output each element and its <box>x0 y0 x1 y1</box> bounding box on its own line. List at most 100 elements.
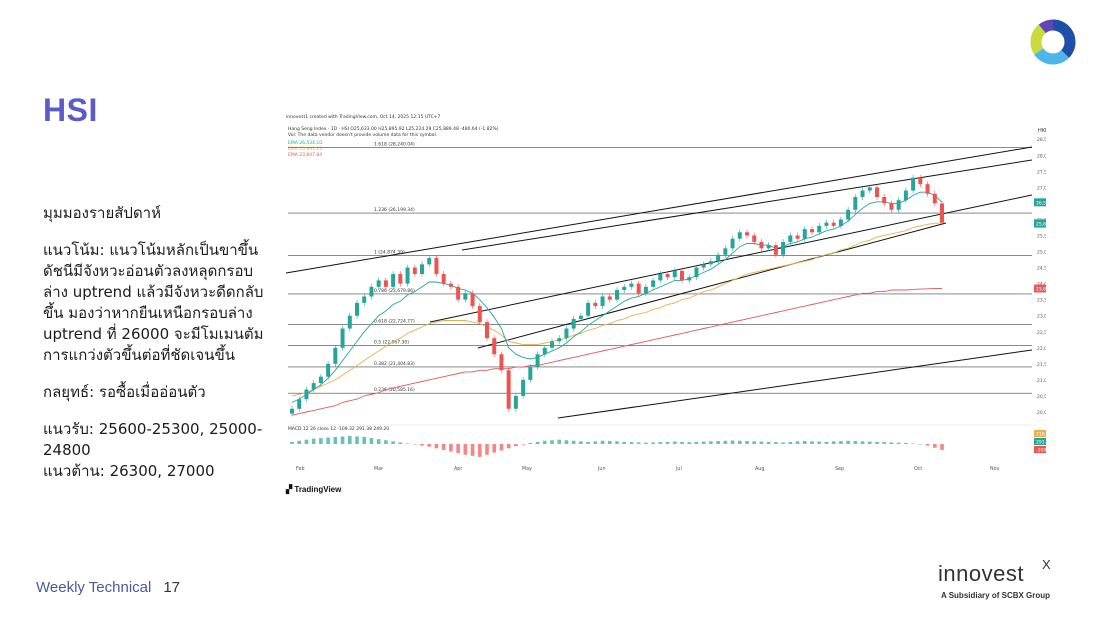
y-tick-label: 21,500.00 <box>1037 362 1046 368</box>
candle-body <box>311 383 316 390</box>
candle-body <box>636 283 641 294</box>
trendline-mid <box>461 159 1033 251</box>
candle-body <box>557 338 562 342</box>
slide-title: HSI <box>43 92 98 128</box>
candle-body <box>456 286 461 300</box>
ema-slow-line <box>291 288 943 416</box>
candle-body <box>586 302 591 316</box>
macd-badge-bg <box>1034 438 1046 445</box>
macd-bar <box>463 444 468 455</box>
candle-body <box>745 232 749 236</box>
macd-bar <box>586 441 590 444</box>
candle-body <box>643 286 648 294</box>
candle-body <box>441 274 446 284</box>
macd-bar <box>629 442 634 444</box>
macd-bar <box>860 441 865 444</box>
ema-mid-line <box>291 222 943 397</box>
candle-body <box>412 267 417 274</box>
macd-bar <box>781 442 785 444</box>
macd-bar <box>607 441 612 444</box>
macd-bar <box>326 437 330 444</box>
candle-body <box>398 274 403 284</box>
macd-bar <box>672 441 677 444</box>
candle-body <box>593 302 598 307</box>
macd-bar <box>774 442 778 444</box>
candle-body <box>513 395 518 409</box>
candle-body <box>665 274 670 278</box>
candle-body <box>658 274 663 281</box>
footer: Weekly Technical 17 <box>36 579 180 596</box>
candle-body <box>318 376 323 384</box>
y-tick-label: 25,000.00 <box>1037 250 1046 256</box>
macd-bar <box>319 438 323 444</box>
fib-label: 1 (24,874.39) <box>374 250 405 256</box>
macd-bar <box>940 444 944 450</box>
candle-body <box>405 267 410 284</box>
macd-badge-bg <box>1034 430 1046 437</box>
candle-body <box>304 389 309 400</box>
macd-bar <box>506 444 511 449</box>
hsi-chart: innovest1 created with TradingView.com, … <box>282 110 1046 496</box>
chart-legend: Hang Seng Index · 1D · HSI O25,633.00 H2… <box>288 126 499 132</box>
candle-body <box>506 370 511 409</box>
macd-badge-bg <box>1034 446 1046 453</box>
macd-bar <box>904 442 908 444</box>
candle-body <box>485 322 489 339</box>
candle-body <box>470 293 475 307</box>
candle-body <box>802 229 807 239</box>
candle-body <box>687 277 692 281</box>
macd-bar <box>846 440 850 444</box>
innovest-logo: innovest X A Subsidiary of SCBX Group <box>938 557 1058 605</box>
candle-body <box>708 261 713 265</box>
tradingview-logo: ▞ TradingView <box>286 485 341 494</box>
candle-body <box>622 286 627 291</box>
y-tick-label: 23,500.00 <box>1037 298 1046 304</box>
candle-body <box>333 347 338 364</box>
macd-badge: 291.38 <box>1036 440 1046 446</box>
macd-bar <box>492 444 497 453</box>
macd-label: MACD 12 26 close 12 -109.32 291.38 249.2… <box>288 426 389 432</box>
candle-body <box>383 280 388 287</box>
macd-bar <box>839 441 843 444</box>
candle-body <box>766 245 771 249</box>
macd-bar <box>925 444 930 446</box>
candle-body <box>391 274 396 287</box>
x-tick-label: Sep <box>835 466 844 472</box>
tradingview-mark-icon: ▞ <box>286 485 295 494</box>
macd-bar <box>542 440 547 444</box>
macd-bar <box>694 441 699 444</box>
candle-body <box>550 341 554 348</box>
candle-body <box>499 354 504 371</box>
macd-bar <box>730 440 735 444</box>
support-text: แนวรับ: 25600-25300, 25000-24800 <box>43 420 263 459</box>
macd-bar <box>665 441 670 444</box>
chart-header: innovest1 created with TradingView.com, … <box>286 114 441 120</box>
candle-body <box>680 270 684 281</box>
candle-body <box>737 232 742 239</box>
candle-body <box>831 222 836 226</box>
candle-body <box>651 280 656 287</box>
macd-bar <box>405 443 410 444</box>
macd-bar <box>470 444 475 456</box>
candle-body <box>759 241 764 249</box>
macd-bar <box>340 436 345 444</box>
analysis-text: มุมมองรายสัปดาห์ แนวโน้ม: แนวโน้มหลักเป็… <box>43 203 275 482</box>
macd-bar <box>391 441 395 444</box>
macd-bar <box>434 444 439 449</box>
candle-body <box>629 283 634 287</box>
footer-label: Weekly Technical <box>36 579 152 596</box>
macd-bar <box>680 441 684 444</box>
candle-body <box>911 177 916 191</box>
macd-bar <box>817 441 822 444</box>
macd-bar <box>795 441 800 444</box>
macd-bar <box>853 441 858 444</box>
macd-bar <box>788 441 793 444</box>
ema-label: EMA 26,534.10 <box>288 140 322 146</box>
macd-bar <box>297 440 302 444</box>
macd-badge: -109.32 <box>1036 448 1046 454</box>
view-heading: มุมมองรายสัปดาห์ <box>43 204 161 222</box>
macd-bar <box>311 438 316 444</box>
macd-bar <box>752 441 757 444</box>
candle-body <box>578 315 583 319</box>
macd-bar <box>593 441 598 444</box>
